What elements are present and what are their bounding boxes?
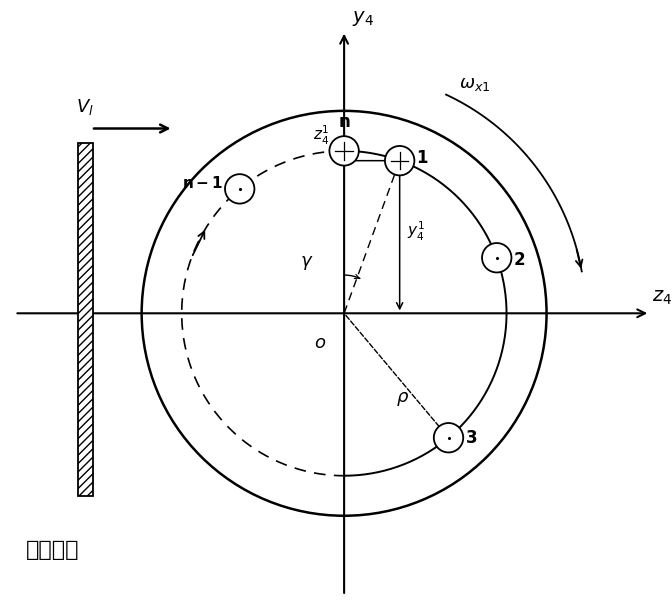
Circle shape [225,174,255,204]
Circle shape [482,243,511,272]
Text: $\gamma$: $\gamma$ [300,254,313,272]
Circle shape [385,146,415,175]
Text: $\mathbf{n}$: $\mathbf{n}$ [338,113,350,131]
Circle shape [434,423,463,452]
Text: 激光波束: 激光波束 [26,541,80,561]
Text: $z_4^1$: $z_4^1$ [312,123,329,147]
Text: $V_l$: $V_l$ [77,97,94,117]
Text: $z_4$: $z_4$ [653,288,672,308]
Text: $\mathbf{3}$: $\mathbf{3}$ [465,429,477,447]
Text: $\mathbf{2}$: $\mathbf{2}$ [513,251,526,269]
Text: $\omega_{x1}$: $\omega_{x1}$ [459,75,491,92]
Text: $\rho$: $\rho$ [396,390,409,407]
Circle shape [329,136,359,165]
Text: $y_4$: $y_4$ [352,10,374,29]
Text: $o$: $o$ [314,334,327,353]
Text: $\mathbf{1}$: $\mathbf{1}$ [416,150,429,167]
Text: $y_4^1$: $y_4^1$ [407,219,425,243]
Text: $\mathbf{n-1}$: $\mathbf{n-1}$ [182,175,223,191]
Bar [77,143,93,496]
